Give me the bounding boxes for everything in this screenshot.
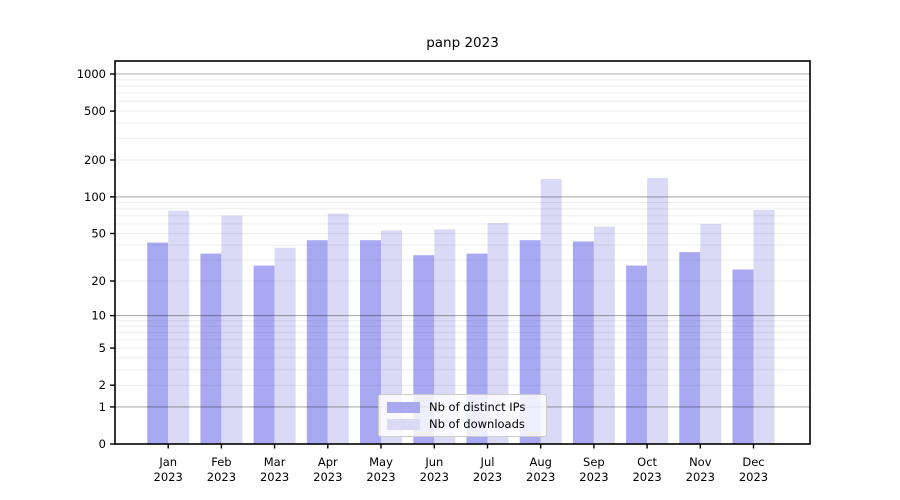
x-tick-label-year: 2023 — [366, 470, 395, 484]
chart-title: panp 2023 — [426, 35, 499, 51]
x-tick-label-year: 2023 — [420, 470, 449, 484]
y-tick-label: 1 — [99, 400, 106, 414]
bar-distinct-ips-apr — [306, 240, 328, 444]
bar-downloads-mar — [274, 247, 296, 444]
x-tick-label-month: Apr — [318, 455, 338, 469]
x-tick-label-month: Feb — [211, 455, 231, 469]
x-tick-label-year: 2023 — [526, 470, 555, 484]
bar-downloads-feb — [221, 215, 243, 444]
legend-label-distinct-ips: Nb of distinct IPs — [429, 400, 526, 414]
legend-item-downloads: Nb of downloads — [387, 417, 538, 431]
x-tick-label-month: Dec — [742, 455, 764, 469]
bar-downloads-jan — [168, 210, 190, 444]
y-tick-label: 100 — [84, 190, 106, 204]
bar-distinct-ips-feb — [200, 253, 222, 444]
x-tick-label-year: 2023 — [260, 470, 289, 484]
legend-label-downloads: Nb of downloads — [429, 417, 525, 431]
bar-downloads-may — [381, 230, 402, 444]
bar-downloads-sep — [593, 226, 615, 444]
bar-distinct-ips-jan — [147, 242, 169, 444]
y-tick-label: 0 — [99, 437, 106, 451]
bar-distinct-ips-aug — [519, 240, 541, 444]
axes-frame — [114, 60, 811, 445]
y-tick-label: 5 — [99, 341, 106, 355]
x-tick-label-month: Jan — [158, 455, 177, 469]
bar-downloads-apr — [327, 213, 349, 444]
x-tick-label-year: 2023 — [632, 470, 661, 484]
x-tick-label-year: 2023 — [686, 470, 715, 484]
x-tick-label-month: Jul — [480, 455, 495, 469]
bar-downloads-nov — [700, 223, 722, 444]
bar-downloads-oct — [647, 177, 669, 444]
bar-distinct-ips-nov — [679, 252, 701, 444]
x-tick-label-year: 2023 — [739, 470, 768, 484]
x-tick-label-month: Aug — [529, 455, 551, 469]
x-tick-label-month: Nov — [689, 455, 712, 469]
legend-swatch-distinct-ips — [387, 401, 420, 413]
bar-downloads-jul — [487, 223, 509, 444]
y-tick-label: 500 — [84, 104, 106, 118]
bar-downloads-dec — [753, 210, 775, 444]
bar-downloads-jun — [434, 229, 456, 444]
y-tick-label: 1000 — [77, 67, 106, 81]
bar-distinct-ips-mar — [253, 265, 275, 444]
x-tick-label-year: 2023 — [473, 470, 502, 484]
x-tick-label-month: Jun — [424, 455, 443, 469]
bar-downloads-aug — [540, 179, 562, 444]
bar-distinct-ips-sep — [572, 241, 594, 444]
bar-distinct-ips-oct — [626, 265, 648, 444]
x-tick-label-month: Mar — [264, 455, 286, 469]
x-tick-label-year: 2023 — [154, 470, 183, 484]
y-tick-label: 2 — [99, 378, 106, 392]
legend: Nb of distinct IPs Nb of downloads — [378, 394, 547, 437]
x-tick-label-year: 2023 — [207, 470, 236, 484]
y-tick-label: 200 — [84, 153, 106, 167]
y-tick-label: 50 — [91, 227, 106, 241]
legend-swatch-downloads — [387, 418, 420, 430]
x-tick-label-year: 2023 — [313, 470, 342, 484]
x-tick-label-year: 2023 — [579, 470, 608, 484]
x-tick-label-month: Sep — [583, 455, 605, 469]
y-tick-label: 20 — [91, 274, 106, 288]
legend-item-distinct-ips: Nb of distinct IPs — [387, 400, 538, 414]
x-tick-label-month: May — [369, 455, 393, 469]
bar-distinct-ips-may — [360, 240, 381, 444]
x-tick-label-month: Oct — [637, 455, 657, 469]
y-tick-label: 10 — [91, 309, 106, 323]
bar-distinct-ips-dec — [732, 269, 754, 444]
